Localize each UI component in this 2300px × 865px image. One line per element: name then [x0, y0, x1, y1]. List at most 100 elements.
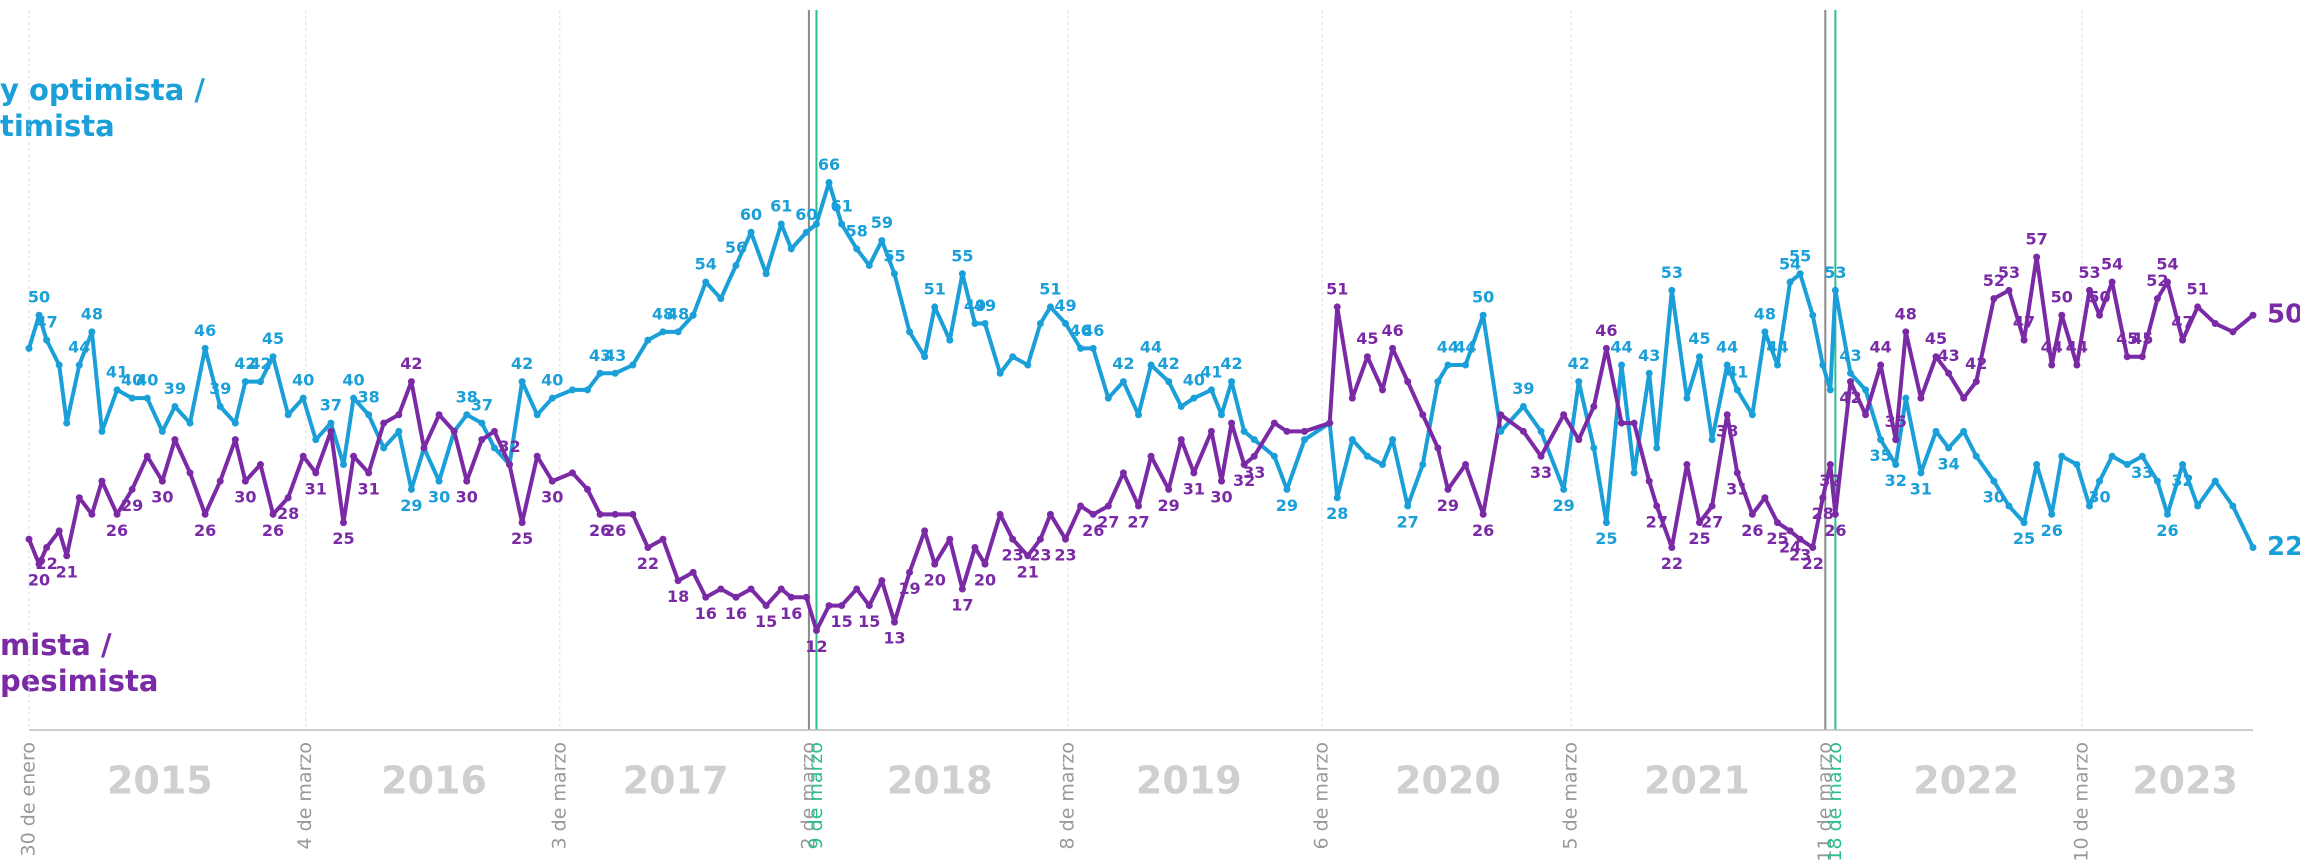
- data-label: 32: [1885, 471, 1907, 490]
- data-label: 24: [1779, 537, 1801, 556]
- data-point: [1419, 461, 1427, 469]
- year-label: 2023: [2132, 759, 2238, 803]
- data-label: 44: [2066, 338, 2088, 357]
- data-point: [158, 477, 166, 485]
- data-point: [931, 560, 939, 568]
- data-point: [1462, 461, 1470, 469]
- data-label: 26: [1082, 521, 1104, 540]
- data-point: [1708, 502, 1716, 510]
- data-label: 33: [1530, 463, 1552, 482]
- data-point: [1165, 485, 1173, 493]
- year-label: 2020: [1395, 759, 1501, 803]
- data-label: 16: [725, 604, 747, 623]
- data-point: [1575, 378, 1583, 386]
- data-point: [1218, 477, 1226, 485]
- data-point: [732, 593, 740, 601]
- data-label: 46: [1082, 321, 1104, 340]
- data-point: [171, 402, 179, 410]
- data-point: [1819, 361, 1827, 369]
- data-point: [1683, 394, 1691, 402]
- data-point: [299, 394, 307, 402]
- series-label: pesimista: [0, 664, 158, 698]
- data-point: [143, 452, 151, 460]
- data-point: [1207, 427, 1215, 435]
- data-label: 61: [770, 196, 792, 215]
- data-point: [1333, 494, 1341, 502]
- data-point: [1917, 469, 1925, 477]
- data-label: 30: [1983, 488, 2005, 507]
- data-point: [2153, 295, 2161, 303]
- data-label: 33: [2131, 463, 2153, 482]
- data-point: [1668, 286, 1676, 294]
- data-label: 45: [1925, 329, 1947, 348]
- data-point: [312, 469, 320, 477]
- data-point: [1708, 436, 1716, 444]
- data-point: [435, 477, 443, 485]
- data-label: 47: [35, 313, 57, 332]
- data-label: 16: [780, 604, 802, 623]
- data-label: 43: [1839, 346, 1861, 365]
- data-label: 32: [1819, 471, 1841, 490]
- data-label: 44: [1437, 338, 1459, 357]
- data-label: 19: [898, 579, 920, 598]
- data-point: [113, 510, 121, 518]
- data-label: 52: [1983, 271, 2005, 290]
- data-point: [825, 602, 833, 610]
- data-label: 56: [725, 238, 747, 257]
- x-tick-label: 2 de marzo: [797, 742, 819, 849]
- data-point: [463, 477, 471, 485]
- data-point: [201, 510, 209, 518]
- data-label: 37: [320, 396, 342, 415]
- data-point: [365, 411, 373, 419]
- data-point: [88, 328, 96, 336]
- data-label: 32: [498, 437, 520, 456]
- data-point: [1250, 436, 1258, 444]
- data-point: [853, 585, 861, 593]
- data-label: 31: [1183, 479, 1205, 498]
- data-point: [1165, 378, 1173, 386]
- x-tick-label: 6 de marzo: [1311, 742, 1333, 849]
- data-point: [659, 328, 667, 336]
- end-label: 50: [2267, 300, 2300, 330]
- data-label: 50: [1472, 288, 1494, 307]
- data-point: [241, 477, 249, 485]
- data-label: 40: [1183, 371, 1205, 390]
- data-point: [231, 419, 239, 427]
- data-label: 30: [456, 488, 478, 507]
- data-label: 30: [1210, 488, 1232, 507]
- data-point: [1877, 436, 1885, 444]
- data-point: [1826, 461, 1834, 469]
- data-point: [1960, 394, 1968, 402]
- data-point: [395, 427, 403, 435]
- data-label: 16: [695, 604, 717, 623]
- data-point: [1645, 477, 1653, 485]
- data-point: [1379, 461, 1387, 469]
- data-point: [113, 386, 121, 394]
- data-point: [2058, 452, 2066, 460]
- data-point: [838, 602, 846, 610]
- data-label: 15: [830, 612, 852, 631]
- data-point: [380, 444, 388, 452]
- data-label: 48: [667, 304, 689, 323]
- data-point: [1668, 544, 1676, 551]
- data-label: 46: [194, 321, 216, 340]
- data-point: [2211, 477, 2219, 485]
- data-point: [2073, 361, 2081, 369]
- data-label: 31: [1910, 479, 1932, 498]
- data-point: [1419, 411, 1427, 419]
- data-point: [747, 228, 755, 236]
- data-point: [568, 469, 576, 477]
- data-point: [241, 378, 249, 386]
- data-label: 48: [1754, 304, 1776, 323]
- data-point: [1761, 494, 1769, 502]
- data-label: 29: [1553, 496, 1575, 515]
- data-point: [890, 270, 898, 278]
- data-label: 25: [1688, 529, 1710, 548]
- data-point: [2138, 452, 2146, 460]
- data-point: [1733, 469, 1741, 477]
- data-point: [2096, 311, 2104, 319]
- data-point: [1645, 369, 1653, 377]
- data-point: [420, 444, 428, 452]
- data-point: [1024, 552, 1032, 560]
- data-label: 22: [637, 554, 659, 573]
